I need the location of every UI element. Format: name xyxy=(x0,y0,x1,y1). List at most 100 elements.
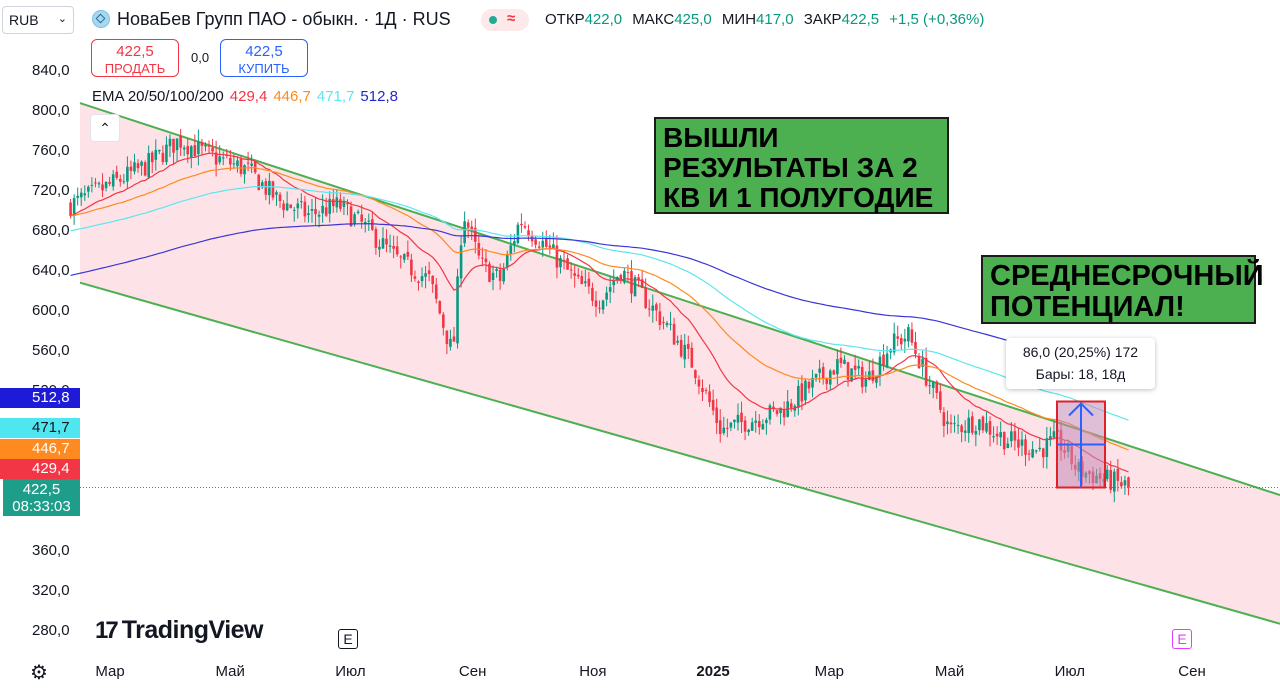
candle-body xyxy=(701,387,704,393)
y-tick-label: 640,0 xyxy=(32,262,70,279)
candle-body xyxy=(935,381,939,393)
candle-body xyxy=(214,152,218,165)
candle-body xyxy=(640,279,644,289)
candle-body xyxy=(828,370,832,385)
candle-body xyxy=(129,166,133,171)
symbol-logo-icon xyxy=(92,10,110,28)
candle-body xyxy=(885,353,889,368)
buy-price: 422,5 xyxy=(245,43,283,60)
candle-body xyxy=(246,162,250,164)
candle-body xyxy=(601,300,605,310)
candle-body xyxy=(172,138,175,153)
candle-body xyxy=(520,223,523,226)
candle-body xyxy=(672,323,676,345)
candle-body xyxy=(328,198,332,214)
candle-body xyxy=(491,272,495,281)
settings-gear-icon[interactable]: ⚙ xyxy=(30,662,48,684)
candle-body xyxy=(111,174,115,187)
candle-body xyxy=(534,239,537,245)
upcoming-earnings-icon[interactable]: E xyxy=(1172,629,1192,649)
candle-body xyxy=(182,147,186,150)
x-tick-label: Мар xyxy=(815,663,844,680)
candle-body xyxy=(427,270,431,274)
candle-body xyxy=(715,407,718,424)
candle-body xyxy=(630,271,633,294)
candle-body xyxy=(342,200,346,207)
candle-body xyxy=(694,370,697,379)
ohlc-values: ОТКР422,0 МАКС425,0 МИН417,0 ЗАКР422,5 +… xyxy=(545,11,984,28)
close-label: ЗАКР xyxy=(803,11,842,28)
collapse-legend-button[interactable]: ⌃ xyxy=(90,114,120,142)
candle-body xyxy=(165,144,168,163)
market-open-dot-icon xyxy=(489,16,497,24)
candle-body xyxy=(505,254,509,268)
candle-body xyxy=(686,343,690,349)
sell-label: ПРОДАТЬ xyxy=(104,61,166,76)
candle-body xyxy=(928,385,931,387)
sell-button[interactable]: 422,5 ПРОДАТЬ xyxy=(91,39,179,77)
ema20-legend-value: 429,4 xyxy=(229,88,268,105)
candle-body xyxy=(292,209,296,211)
candle-body xyxy=(438,301,442,314)
candle-body xyxy=(978,419,981,431)
candle-body xyxy=(498,269,502,281)
potential-note[interactable]: СРЕДНЕСРОЧНЫЙ ПОТЕНЦИАЛ! xyxy=(981,255,1264,324)
candle-body xyxy=(87,186,90,192)
buy-button[interactable]: 422,5 КУПИТЬ xyxy=(220,39,308,77)
candle-body xyxy=(317,214,321,217)
candle-body xyxy=(204,145,207,147)
candle-body xyxy=(374,229,378,248)
candle-body xyxy=(79,192,83,198)
candle-body xyxy=(821,367,825,379)
candle-body xyxy=(278,194,282,202)
candle-body xyxy=(981,416,985,431)
ema-legend[interactable]: EMA 20/50/100/200 429,4 446,7 471,7 512,8 xyxy=(92,88,404,105)
candle-body xyxy=(367,220,371,222)
candle-body xyxy=(158,149,161,152)
candle-body xyxy=(626,272,630,274)
candle-body xyxy=(825,377,829,384)
candle-body xyxy=(569,269,573,271)
candle-body xyxy=(335,197,339,208)
ema200-price-tag: 512,8 xyxy=(0,388,80,408)
high-value: 425,0 xyxy=(674,11,712,28)
candle-body xyxy=(402,254,406,260)
candle-body xyxy=(1013,431,1017,441)
price-range-measure[interactable] xyxy=(1056,400,1106,489)
ema50-line xyxy=(70,166,1129,451)
symbol-title[interactable]: НоваБев Групп ПАО - обыкн. · 1Д · RUS xyxy=(117,9,451,29)
candle-body xyxy=(765,419,768,424)
channel-fill xyxy=(80,103,1280,624)
tradingview-logo[interactable]: 17 TradingView xyxy=(95,616,264,645)
candle-body xyxy=(541,240,545,248)
candle-body xyxy=(782,410,786,418)
candle-body xyxy=(1105,469,1109,480)
candle-body xyxy=(388,245,392,247)
candle-body xyxy=(324,207,328,216)
candle-body xyxy=(154,149,158,160)
results-note[interactable]: ВЫШЛИ РЕЗУЛЬТАТЫ ЗА 2 КВ И 1 ПОЛУГОДИЕ xyxy=(654,117,949,214)
open-value: 422,0 xyxy=(584,11,623,28)
candle-body xyxy=(260,182,264,188)
candle-body xyxy=(573,273,576,276)
ema200-line xyxy=(70,223,1129,377)
currency-select[interactable]: RUB ⌄ xyxy=(2,6,74,34)
candle-body xyxy=(1031,449,1034,458)
candle-body xyxy=(552,244,555,249)
candle-body xyxy=(136,163,140,169)
candle-body xyxy=(988,421,992,435)
earnings-event-icon[interactable]: E xyxy=(338,629,358,649)
measure-tooltip: 86,0 (20,25%) 172 Бары: 18, 18д xyxy=(1006,338,1155,389)
candle-body xyxy=(878,356,882,376)
candle-body xyxy=(637,277,640,281)
candle-body xyxy=(452,336,456,342)
candle-body xyxy=(509,245,513,254)
market-status-badge[interactable]: ≈ xyxy=(481,9,529,31)
candle-body xyxy=(633,277,637,297)
candle-body xyxy=(967,417,971,433)
candle-body xyxy=(857,366,860,369)
candle-body xyxy=(690,347,694,368)
candle-body xyxy=(1020,439,1024,446)
candle-body xyxy=(417,281,420,283)
